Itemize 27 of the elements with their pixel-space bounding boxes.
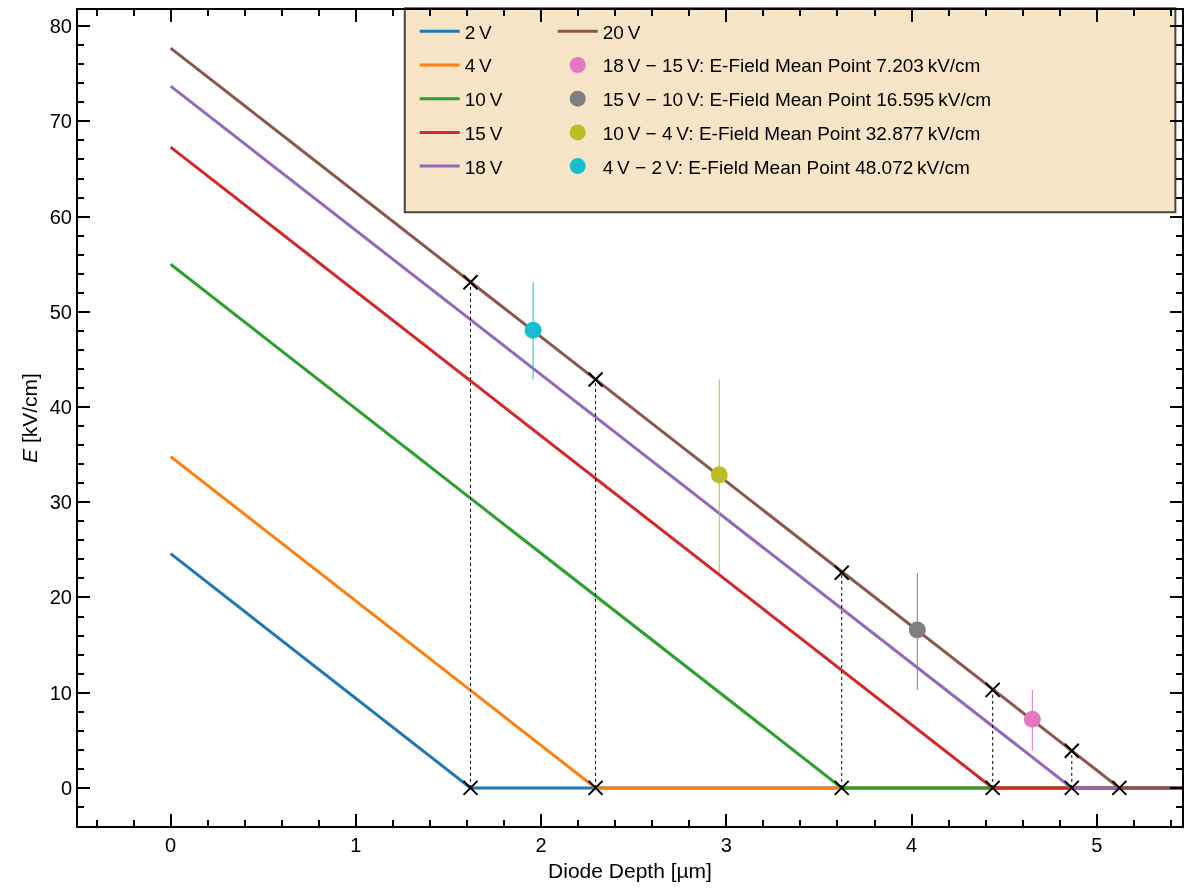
y-tick-label: 20 bbox=[49, 586, 72, 609]
legend-label: 4 V bbox=[464, 55, 493, 77]
x-axis-title: Diode Depth [µm] bbox=[548, 858, 712, 882]
x-tick-label: 1 bbox=[350, 834, 362, 856]
y-tick-label: 50 bbox=[49, 300, 72, 323]
legend-label: 20 V bbox=[602, 21, 641, 43]
y-tick-label: 70 bbox=[49, 110, 72, 133]
y-tick-label: 10 bbox=[49, 681, 72, 704]
y-axis-title: E [kV/cm] bbox=[18, 373, 42, 463]
y-tick-label: 60 bbox=[49, 205, 72, 228]
x-tick-label: 0 bbox=[165, 834, 177, 856]
y-tick-label: 40 bbox=[49, 396, 72, 419]
x-tick-label: 4 bbox=[906, 834, 918, 856]
legend-label: 15 V − 10 V: E-Field Mean Point 16.595 kV/cm bbox=[602, 89, 991, 111]
legend-label: 10 V − 4 V: E-Field Mean Point 32.877 kV/cm bbox=[602, 122, 981, 144]
x-tick-label: 3 bbox=[720, 834, 732, 856]
legend-label: 18 V bbox=[464, 156, 503, 178]
y-tick-label: 0 bbox=[60, 776, 72, 799]
legend-label: 15 V bbox=[464, 122, 503, 144]
x-tick-label: 5 bbox=[1091, 834, 1103, 856]
y-tick-label: 30 bbox=[49, 491, 72, 514]
legend-label: 10 V bbox=[464, 89, 503, 111]
x-tick-label: 2 bbox=[535, 834, 547, 856]
legend-label: 2 V bbox=[464, 21, 493, 43]
y-tick-label: 80 bbox=[49, 15, 72, 38]
legend-label: 18 V − 15 V: E-Field Mean Point 7.203 kV/cm bbox=[602, 55, 981, 77]
legend-label: 4 V − 2 V: E-Field Mean Point 48.072 kV/cm bbox=[602, 156, 970, 178]
